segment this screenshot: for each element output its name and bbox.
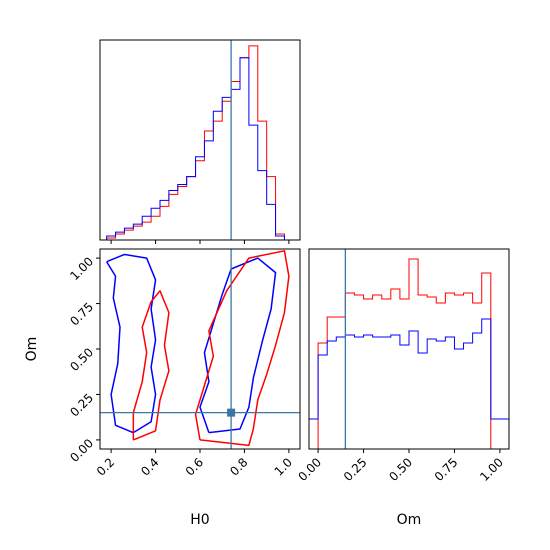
h0-hist-series-blue xyxy=(100,57,294,240)
contour-xlabel: H0 xyxy=(190,512,209,528)
contour-plot-area xyxy=(100,249,300,449)
contour-xtick-label: 1.0 xyxy=(272,455,295,478)
om-hist-xtick-label: 0.50 xyxy=(386,455,415,484)
truth-marker xyxy=(227,408,236,417)
om-hist-xtick-label: 0.75 xyxy=(432,455,461,484)
contour-xtick-label: 0.6 xyxy=(183,455,206,478)
h0-hist-plot-area xyxy=(100,40,294,240)
om-histogram-panel: 0.00 0.25 0.50 0.75 1.00 Om xyxy=(295,248,510,528)
h0-histogram-panel xyxy=(99,39,301,244)
h0-hist-series-red xyxy=(100,45,294,240)
contour-ylabel: Om xyxy=(24,337,40,362)
contour-xtick-label: 0.4 xyxy=(138,455,161,478)
om-hist-series-blue xyxy=(309,318,509,449)
contour-xtick-label: 0.8 xyxy=(227,455,250,478)
contour-frame xyxy=(99,248,301,450)
contour-line-1 xyxy=(199,257,277,434)
contour-line-3 xyxy=(194,250,290,447)
contour-ytick-label: 0.50 xyxy=(67,345,96,374)
contour-ytick-label: 1.00 xyxy=(67,254,96,283)
contour-ytick-label: 0.25 xyxy=(67,391,96,420)
contour-ytick-label: 0.75 xyxy=(67,300,96,329)
om-hist-plot-area xyxy=(309,249,509,449)
om-hist-series-red xyxy=(309,258,509,449)
om-hist-xtick-label: 0.00 xyxy=(295,455,324,484)
contour-xtick-label: 0.2 xyxy=(94,455,117,478)
contour-line-2 xyxy=(132,290,170,441)
contour-panel: 0.2 0.4 0.6 0.8 1.0 0.00 0.25 0.50 0.75 1.00 H0 Om xyxy=(24,248,301,528)
om-hist-xlabel: Om xyxy=(397,512,422,528)
contour-ytick-label: 0.00 xyxy=(67,436,96,465)
h0-hist-frame xyxy=(99,39,301,241)
om-hist-xtick-label: 1.00 xyxy=(477,455,506,484)
om-hist-xtick-label: 0.25 xyxy=(341,455,370,484)
contour-line-0 xyxy=(106,253,157,434)
